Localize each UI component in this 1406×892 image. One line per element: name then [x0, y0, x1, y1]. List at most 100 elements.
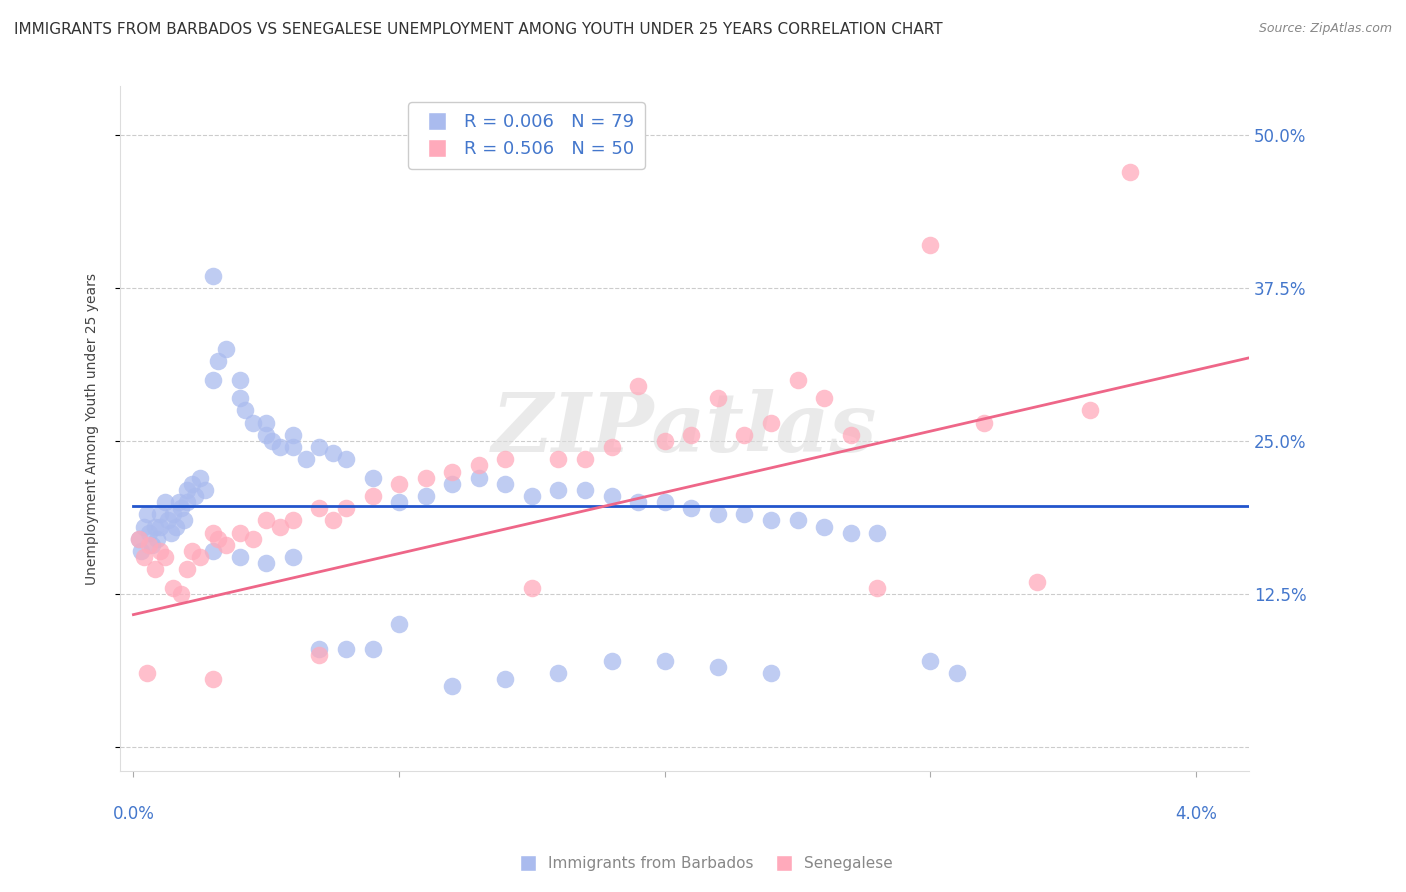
Point — [228, 525, 250, 540]
Point — [866, 581, 889, 595]
Point — [813, 519, 835, 533]
Point — [176, 483, 198, 497]
Text: 4.0%: 4.0% — [1175, 805, 1218, 823]
Point — [308, 641, 330, 656]
Point — [786, 373, 808, 387]
Point — [322, 513, 344, 527]
Point — [202, 673, 225, 687]
Point — [654, 654, 676, 668]
Point — [361, 641, 384, 656]
Point — [146, 532, 169, 546]
Point — [162, 508, 184, 522]
Point — [281, 428, 304, 442]
Point — [188, 470, 211, 484]
Point — [228, 373, 250, 387]
Text: IMMIGRANTS FROM BARBADOS VS SENEGALESE UNEMPLOYMENT AMONG YOUTH UNDER 25 YEARS C: IMMIGRANTS FROM BARBADOS VS SENEGALESE U… — [14, 22, 942, 37]
Point — [260, 434, 283, 448]
Point — [786, 513, 808, 527]
Point — [733, 428, 755, 442]
Point — [149, 519, 172, 533]
Point — [494, 476, 516, 491]
Legend: Immigrants from Barbados, Senegalese: Immigrants from Barbados, Senegalese — [508, 850, 898, 877]
Point — [202, 268, 225, 283]
Point — [138, 525, 160, 540]
Point — [165, 519, 187, 533]
Point — [269, 519, 291, 533]
Point — [159, 525, 181, 540]
Point — [1118, 165, 1140, 179]
Point — [335, 452, 357, 467]
Text: 0.0%: 0.0% — [112, 805, 155, 823]
Point — [388, 476, 411, 491]
Point — [759, 666, 782, 681]
Point — [707, 660, 730, 674]
Point — [415, 470, 437, 484]
Point — [308, 501, 330, 516]
Point — [132, 550, 155, 565]
Point — [135, 508, 157, 522]
Point — [183, 489, 205, 503]
Point — [308, 440, 330, 454]
Point — [281, 513, 304, 527]
Point — [149, 508, 172, 522]
Point — [839, 428, 862, 442]
Point — [654, 495, 676, 509]
Point — [143, 519, 166, 533]
Point — [167, 495, 190, 509]
Point — [254, 416, 277, 430]
Point — [202, 525, 225, 540]
Point — [388, 617, 411, 632]
Point — [627, 379, 650, 393]
Point — [143, 562, 166, 576]
Point — [627, 495, 650, 509]
Point — [468, 458, 491, 473]
Point — [574, 483, 596, 497]
Point — [215, 538, 238, 552]
Point — [131, 544, 153, 558]
Point — [202, 373, 225, 387]
Point — [269, 440, 291, 454]
Point — [866, 525, 889, 540]
Point — [295, 452, 318, 467]
Point — [180, 476, 202, 491]
Point — [600, 440, 623, 454]
Point — [281, 550, 304, 565]
Point — [707, 391, 730, 405]
Point — [494, 452, 516, 467]
Point — [135, 666, 157, 681]
Point — [520, 581, 543, 595]
Point — [813, 391, 835, 405]
Point — [215, 343, 238, 357]
Point — [138, 538, 160, 552]
Point — [254, 513, 277, 527]
Point — [441, 465, 464, 479]
Point — [228, 391, 250, 405]
Point — [170, 501, 193, 516]
Point — [254, 428, 277, 442]
Point — [574, 452, 596, 467]
Point — [547, 666, 569, 681]
Point — [946, 666, 969, 681]
Point — [600, 654, 623, 668]
Point — [759, 416, 782, 430]
Point — [388, 495, 411, 509]
Point — [207, 354, 229, 368]
Point — [361, 470, 384, 484]
Point — [233, 403, 256, 417]
Point — [281, 440, 304, 454]
Point — [361, 489, 384, 503]
Point — [681, 428, 703, 442]
Point — [681, 501, 703, 516]
Point — [322, 446, 344, 460]
Point — [839, 525, 862, 540]
Point — [920, 238, 942, 252]
Point — [242, 416, 264, 430]
Point — [759, 513, 782, 527]
Point — [973, 416, 995, 430]
Legend: R = 0.006   N = 79, R = 0.506   N = 50: R = 0.006 N = 79, R = 0.506 N = 50 — [408, 103, 645, 169]
Point — [128, 532, 150, 546]
Point — [654, 434, 676, 448]
Point — [188, 550, 211, 565]
Point — [441, 679, 464, 693]
Point — [228, 550, 250, 565]
